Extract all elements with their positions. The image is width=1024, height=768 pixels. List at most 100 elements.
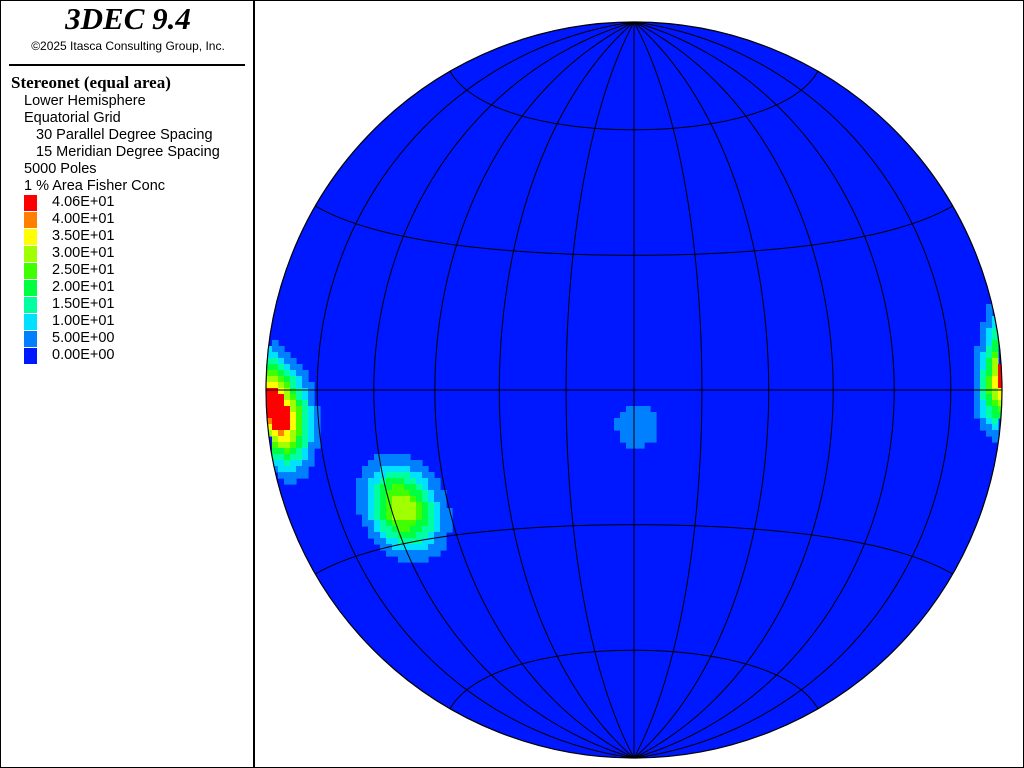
density-cell (422, 508, 429, 515)
density-cell (974, 406, 981, 413)
density-cell (308, 400, 315, 407)
density-cell (422, 496, 429, 503)
density-cell (986, 412, 993, 419)
density-cell (380, 454, 387, 461)
colorbar-label: 4.06E+01 (52, 194, 115, 210)
colorbar-swatch (24, 229, 37, 245)
grid-meridian (633, 22, 834, 758)
density-cell (986, 382, 993, 389)
density-cell (992, 400, 999, 407)
density-cell (422, 490, 429, 497)
density-cell (284, 370, 291, 377)
density-cell (278, 346, 285, 353)
density-cell (986, 418, 993, 425)
density-cell (386, 502, 393, 509)
density-cell (392, 502, 399, 509)
density-cell (410, 532, 417, 539)
density-cell (434, 508, 441, 515)
density-cell (374, 496, 381, 503)
density-cell (986, 394, 993, 401)
density-cell (398, 544, 405, 551)
density-cell (980, 424, 987, 431)
density-cell (404, 544, 411, 551)
colorbar-swatch (24, 263, 37, 279)
density-cell (998, 406, 1002, 413)
density-cell (980, 412, 987, 419)
density-cell (416, 538, 423, 545)
meridian-spacing-label: 15 Meridian Degree Spacing (36, 144, 220, 160)
density-cell (434, 484, 441, 491)
density-cell (398, 460, 405, 467)
density-cell (284, 412, 291, 419)
density-cell (986, 322, 993, 329)
colorbar-swatch (24, 212, 37, 228)
density-cell (296, 430, 303, 437)
density-cell (428, 532, 435, 539)
density-cell (284, 466, 291, 473)
density-cell (380, 496, 387, 503)
density-cell (272, 412, 279, 419)
density-cell (398, 484, 405, 491)
density-cell (392, 544, 399, 551)
grid-meridian (633, 22, 703, 758)
density-cell (368, 496, 375, 503)
density-cell (974, 364, 981, 371)
density-cell (392, 550, 399, 557)
density-cell (296, 388, 303, 395)
density-cell (296, 400, 303, 407)
density-cell (308, 382, 315, 389)
colorbar-label: 3.00E+01 (52, 245, 115, 261)
density-cell (302, 370, 309, 377)
density-cell (266, 370, 273, 377)
grid-meridian (316, 22, 635, 758)
density-cell (272, 340, 279, 347)
density-cell (362, 514, 369, 521)
density-cell (632, 424, 639, 431)
density-cell (284, 406, 291, 413)
density-cell (380, 490, 387, 497)
density-cell (272, 424, 279, 431)
density-cell (386, 496, 393, 503)
density-cell (278, 442, 285, 449)
density-cell (980, 352, 987, 359)
concentration-label: 1 % Area Fisher Conc (24, 178, 166, 194)
density-cell (422, 472, 429, 479)
density-cell (272, 442, 279, 449)
density-cell (386, 508, 393, 515)
density-cell (266, 406, 273, 413)
density-cell (416, 478, 423, 485)
density-cell (998, 370, 1002, 377)
density-cell (296, 418, 303, 425)
density-cell (992, 382, 999, 389)
density-cell (422, 556, 429, 563)
density-cell (434, 550, 441, 557)
density-cell (392, 460, 399, 467)
density-cell (986, 370, 993, 377)
density-cell (380, 508, 387, 515)
density-cell (986, 388, 993, 395)
density-cell (284, 460, 291, 467)
density-cell (992, 376, 999, 383)
density-cell (278, 382, 285, 389)
density-cell (398, 520, 405, 527)
app-title: 3DEC 9.4 (65, 1, 191, 36)
density-cell (632, 412, 639, 419)
density-cell (650, 436, 657, 443)
density-cell (302, 376, 309, 383)
density-cell (422, 478, 429, 485)
density-cell (422, 466, 429, 473)
density-cell (308, 442, 315, 449)
density-cell (404, 514, 411, 521)
density-cell (296, 454, 303, 461)
density-cell (272, 436, 279, 443)
density-cell (296, 424, 303, 431)
density-cell (638, 406, 645, 413)
density-cell (398, 556, 405, 563)
density-cell (278, 454, 285, 461)
density-cell (278, 406, 285, 413)
density-cell (998, 376, 1002, 383)
density-cell (992, 328, 999, 335)
density-cell (986, 304, 993, 311)
density-cell (284, 382, 291, 389)
density-cell (434, 526, 441, 533)
